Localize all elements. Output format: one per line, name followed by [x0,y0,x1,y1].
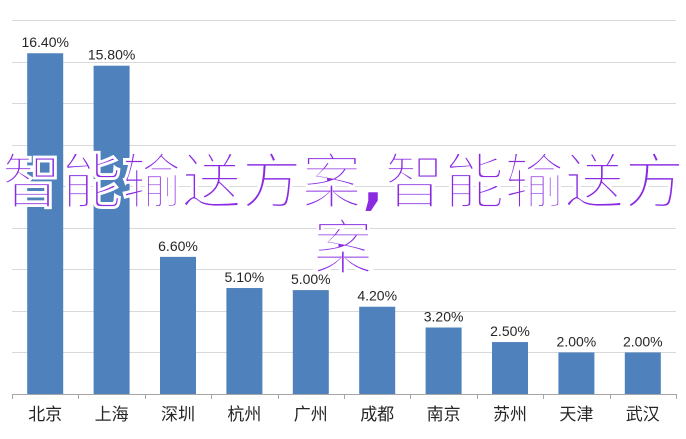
x-tick-label: 杭州 [227,405,261,425]
bar [425,327,462,394]
x-tick-label: 天津 [559,405,593,425]
x-tick-label: 苏州 [493,405,527,425]
data-label: 2.00% [623,333,663,349]
data-label: 15.80% [88,47,135,63]
bar [624,352,661,394]
data-label: 5.00% [291,271,331,287]
data-label: 5.10% [225,269,265,285]
x-tick-label: 上海 [95,405,129,425]
data-label: 16.40% [21,34,68,50]
bar [359,306,396,394]
x-tick-label: 武汉 [626,405,660,425]
bar [93,65,130,394]
data-label: 6.60% [158,238,198,254]
data-label: 2.00% [557,333,597,349]
x-tick-label: 南京 [427,405,461,425]
bar [160,256,196,394]
x-tick-label: 深圳 [161,405,195,425]
bar [492,342,528,394]
bar [558,352,595,394]
bar [27,53,64,394]
bar [292,290,329,394]
x-tick-label: 成都 [360,405,394,425]
data-label: 3.20% [424,309,464,325]
data-label: 4.20% [357,288,397,304]
bar [226,288,263,394]
data-label: 2.50% [490,323,530,339]
x-tick-label: 北京 [28,405,62,425]
x-tick-label: 广州 [294,405,328,425]
